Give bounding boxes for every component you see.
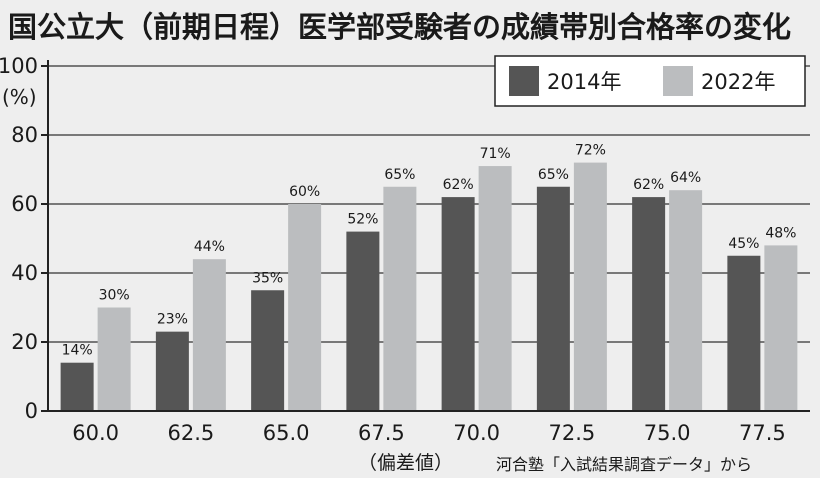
legend-box bbox=[494, 55, 806, 107]
y-tick-label: 0 bbox=[25, 399, 38, 423]
y-axis-unit: (%) bbox=[2, 85, 37, 109]
legend-swatch bbox=[663, 66, 693, 96]
bar-2014年-72.5 bbox=[536, 186, 570, 411]
x-axis: 60.0 62.5 65.0 67.5 70.0 72.5 75.0 77.5 bbox=[48, 410, 810, 445]
y-tick-label: 20 bbox=[11, 330, 38, 354]
bar-2022年-67.5 bbox=[383, 186, 417, 411]
x-axis-label: （偏差値） bbox=[358, 452, 453, 474]
chart-title: 国公立大（前期日程）医学部受験者の成績帯別合格率の変化 bbox=[8, 10, 792, 44]
x-tick-label: 60.0 bbox=[72, 421, 119, 445]
y-tick-label: 40 bbox=[11, 261, 38, 285]
bar-2014年-77.5 bbox=[727, 255, 761, 411]
bar-2014年-75.0 bbox=[632, 197, 666, 411]
data-label: 65% bbox=[384, 167, 415, 183]
data-label: 23% bbox=[157, 312, 188, 328]
source-note: 河合塾「入試結果調査データ」から bbox=[496, 455, 752, 474]
bar-2014年-67.5 bbox=[346, 231, 380, 411]
bars: 14% 30% 23% 44% 35% 60% 52% 65% 62% 71% 65% 72% 62% 6… bbox=[60, 143, 798, 411]
data-label: 72% bbox=[575, 143, 606, 159]
bar-2014年-70.0 bbox=[441, 197, 475, 411]
bar-2014年-60.0 bbox=[60, 362, 94, 411]
y-tick-label: 100 bbox=[0, 54, 38, 78]
y-axis: 0 20 40 60 80 100 bbox=[0, 54, 49, 423]
data-label: 30% bbox=[99, 288, 130, 304]
legend: 2014年 2022年 bbox=[494, 55, 806, 107]
data-label: 65% bbox=[538, 167, 569, 183]
y-tick-label: 60 bbox=[11, 192, 38, 216]
data-label: 45% bbox=[728, 236, 759, 252]
legend-swatch bbox=[509, 66, 539, 96]
legend-label: 2014年 bbox=[547, 70, 621, 94]
x-tick-label: 77.5 bbox=[739, 421, 786, 445]
legend-label: 2022年 bbox=[701, 70, 775, 94]
y-tick-label: 80 bbox=[11, 123, 38, 147]
bar-2022年-60.0 bbox=[97, 307, 131, 411]
x-tick-label: 70.0 bbox=[453, 421, 500, 445]
data-label: 62% bbox=[633, 177, 664, 193]
data-label: 35% bbox=[252, 270, 283, 286]
bar-2014年-65.0 bbox=[251, 290, 285, 411]
x-tick-label: 67.5 bbox=[358, 421, 405, 445]
bar-2022年-62.5 bbox=[192, 259, 226, 411]
bar-2022年-65.0 bbox=[288, 204, 322, 411]
data-label: 52% bbox=[347, 212, 378, 228]
x-tick-label: 65.0 bbox=[263, 421, 310, 445]
x-tick-label: 72.5 bbox=[548, 421, 595, 445]
x-tick-label: 75.0 bbox=[644, 421, 691, 445]
data-label: 64% bbox=[670, 170, 701, 186]
x-tick-label: 62.5 bbox=[167, 421, 214, 445]
data-label: 44% bbox=[194, 239, 225, 255]
bar-2022年-75.0 bbox=[669, 190, 703, 411]
bar-2022年-70.0 bbox=[478, 166, 512, 411]
data-label: 48% bbox=[765, 225, 796, 241]
bar-2022年-72.5 bbox=[573, 162, 607, 411]
bar-2022年-77.5 bbox=[764, 245, 798, 411]
data-label: 14% bbox=[62, 343, 93, 359]
data-label: 62% bbox=[443, 177, 474, 193]
bar-2014年-62.5 bbox=[155, 331, 189, 411]
data-label: 71% bbox=[480, 146, 511, 162]
data-label: 60% bbox=[289, 184, 320, 200]
